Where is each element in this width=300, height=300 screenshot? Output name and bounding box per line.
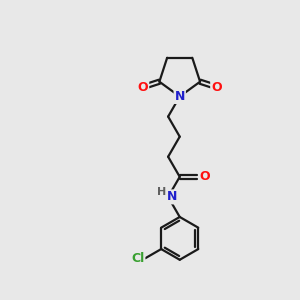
Text: Cl: Cl [131,252,144,265]
Text: O: O [138,80,148,94]
Text: H: H [157,188,166,197]
Text: O: O [199,170,210,183]
Text: N: N [167,190,177,203]
Text: N: N [175,90,185,103]
Text: O: O [211,80,222,94]
